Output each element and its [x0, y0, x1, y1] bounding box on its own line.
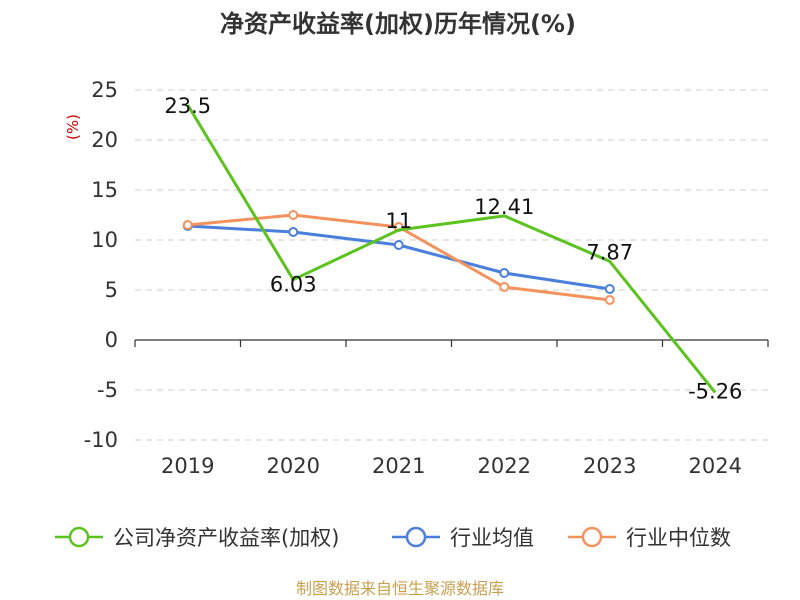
series-point — [393, 240, 404, 250]
data-label: -5.26 — [688, 380, 742, 404]
y-tick-label: 15 — [91, 178, 118, 202]
x-tick-label: 2019 — [161, 454, 214, 478]
y-axis-label: (%) — [64, 114, 82, 140]
data-label: 11 — [385, 209, 412, 233]
data-label: 7.87 — [586, 240, 633, 264]
axis-layer: 25 20 15 10 5 0 -5 -10 2019 2020 2021 2022 2023 2024 — [84, 78, 769, 478]
series-point — [288, 227, 299, 237]
y-tick-label: -5 — [97, 378, 118, 402]
legend-label: 行业均值 — [450, 526, 534, 550]
y-tick-label: 20 — [91, 128, 118, 152]
legend-item: 行业中位数 — [568, 526, 731, 550]
legend-label: 公司净资产收益率(加权) — [113, 526, 339, 550]
y-tick-label: 0 — [105, 328, 118, 352]
series-point — [604, 284, 615, 294]
x-tick-label: 2022 — [478, 454, 531, 478]
x-tick-label: 2021 — [372, 454, 425, 478]
data-label: 6.03 — [270, 273, 317, 297]
legend-item: 公司净资产收益率(加权) — [55, 526, 339, 550]
series-line — [186, 104, 717, 394]
legend-marker — [68, 526, 90, 548]
series-point — [499, 268, 510, 278]
legend-marker — [405, 526, 427, 548]
legend-label: 行业中位数 — [626, 526, 731, 550]
data-label: 23.5 — [164, 94, 211, 118]
series-point — [288, 210, 299, 220]
y-tick-label: 5 — [105, 278, 118, 302]
x-tick-label: 2023 — [583, 454, 636, 478]
series-point — [604, 295, 615, 305]
grid-layer — [135, 89, 768, 441]
legend-item: 行业均值 — [392, 526, 534, 550]
source-note: 制图数据来自恒生聚源数据库 — [296, 579, 504, 598]
y-tick-label: 25 — [91, 78, 118, 102]
x-tick-label: 2020 — [267, 454, 320, 478]
data-label-layer: 23.5 6.03 11 12.41 7.87 -5.26 — [164, 94, 742, 404]
series-layer — [182, 104, 717, 394]
y-tick-label: 10 — [91, 228, 118, 252]
x-tick-label: 2024 — [689, 454, 742, 478]
series-point — [499, 282, 510, 292]
chart-title: 净资产收益率(加权)历年情况(%) — [220, 10, 576, 38]
series-point — [182, 220, 193, 230]
y-tick-label: -10 — [84, 428, 118, 452]
legend-marker — [581, 526, 603, 548]
data-label: 12.41 — [474, 195, 534, 219]
legend: 公司净资产收益率(加权) 行业均值 行业中位数 — [55, 526, 731, 550]
